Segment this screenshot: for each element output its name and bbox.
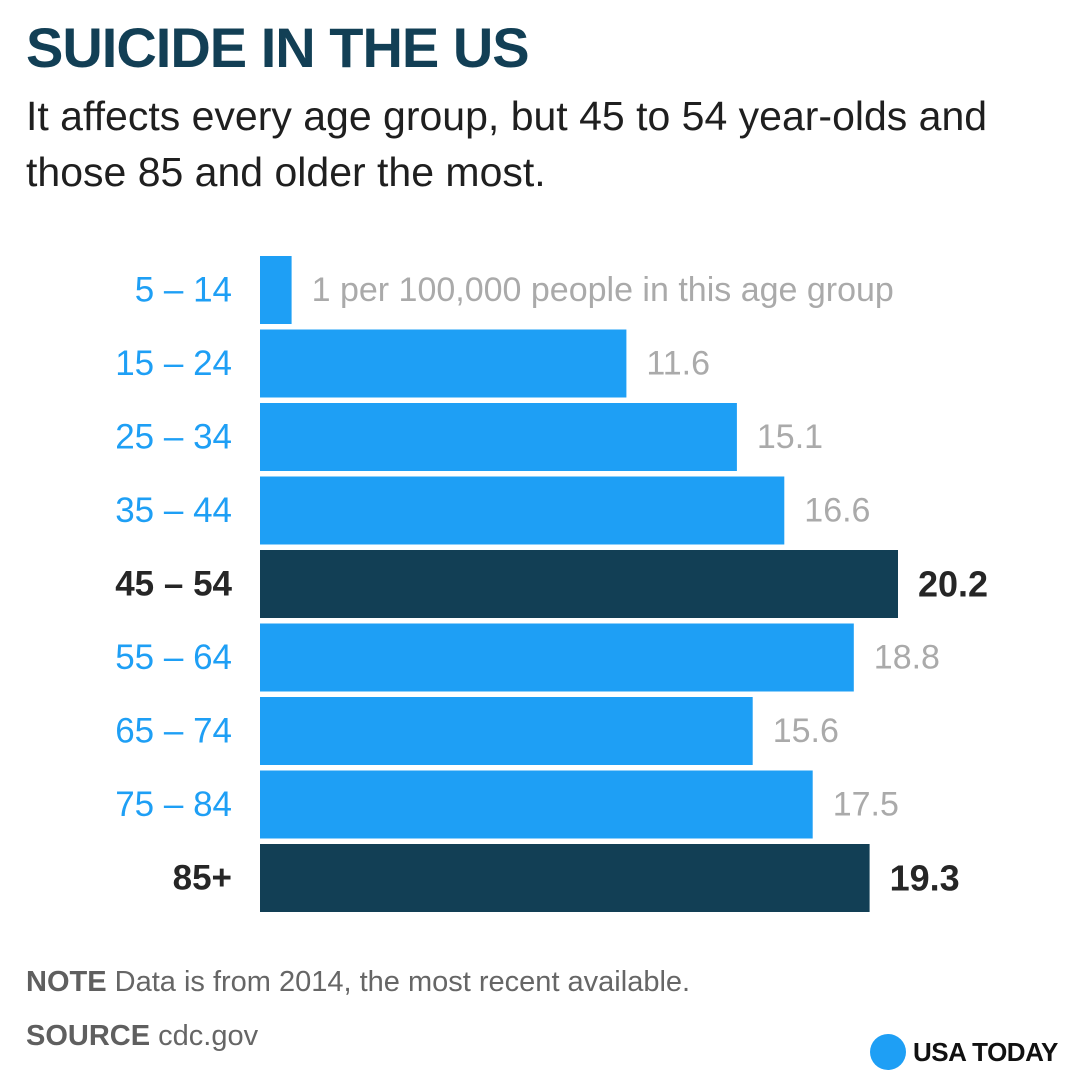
bar-3 [260,476,785,545]
category-label: 45 – 54 [115,565,232,604]
note-text: Data is from 2014, the most recent avail… [114,966,691,998]
bar-highlight-8 [260,844,870,912]
value-label: 18.8 [874,639,940,677]
value-label: 20.2 [918,564,988,605]
source-key: SOURCE [26,1020,151,1052]
category-label: 85+ [173,859,232,898]
value-label: 15.6 [773,712,839,750]
bar-0 [260,256,292,324]
note-key: NOTE [26,966,107,998]
source-text: cdc.gov [158,1020,259,1052]
value-label: 19.3 [890,858,960,899]
bar-6 [260,697,753,765]
value-label: 1 per 100,000 people in this age group [312,271,894,309]
bar-7 [260,770,813,839]
bar-highlight-4 [260,550,898,618]
category-label: 5 – 14 [135,271,232,310]
bar-chart: 5 – 14 1 per 100,000 people in this age g… [115,256,988,912]
category-label: 25 – 34 [115,418,232,457]
category-label: 35 – 44 [115,491,232,530]
chart-subtitle: It affects every age group, but 45 to 54… [26,93,988,195]
category-label: 55 – 64 [115,638,232,677]
logo-dot-icon [870,1034,906,1070]
value-label: 16.6 [804,492,870,530]
category-label: 65 – 74 [115,712,232,751]
usa-today-logo: USA TODAY [870,1034,1058,1070]
footer-note: NOTE Data is from 2014, the most recent … [26,966,690,999]
bar-5 [260,623,854,692]
category-label: 15 – 24 [115,344,232,383]
footer-source: SOURCE cdc.gov [26,1020,258,1053]
logo-text: USA TODAY [913,1036,1058,1067]
chart-title: SUICIDE IN THE US [26,16,530,79]
value-label: 17.5 [833,786,899,824]
bar-2 [260,403,737,471]
value-label: 15.1 [757,418,823,456]
bar-1 [260,329,627,398]
category-label: 75 – 84 [115,785,232,824]
value-label: 11.6 [646,345,710,383]
